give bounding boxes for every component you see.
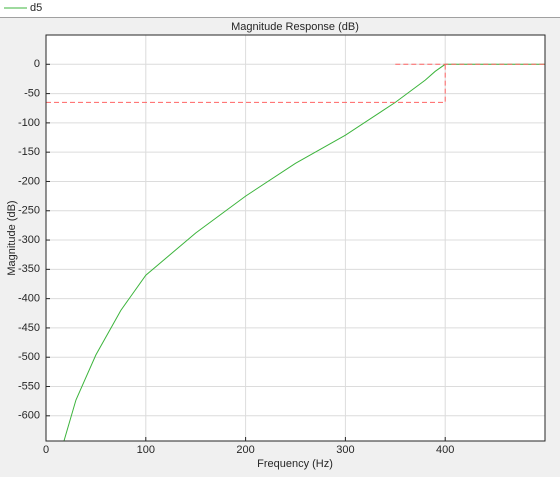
y-tick-label: -500 xyxy=(18,351,40,363)
y-tick-label: -550 xyxy=(18,380,40,392)
y-tick-label: -200 xyxy=(18,175,40,187)
mask-line xyxy=(46,63,545,103)
y-tick-label: -400 xyxy=(18,293,40,305)
legend-label: d5 xyxy=(30,2,42,14)
plot-area xyxy=(46,35,545,441)
y-tick-label: 0 xyxy=(34,58,40,70)
x-axis-label: Frequency (Hz) xyxy=(257,458,333,470)
y-tick-label: -600 xyxy=(18,410,40,422)
y-tick-label: -50 xyxy=(24,87,40,99)
y-tick-label: -250 xyxy=(18,205,40,217)
y-tick-label: -150 xyxy=(18,146,40,158)
y-tick-label: -300 xyxy=(18,234,40,246)
legend-bar xyxy=(0,0,560,17)
y-tick-label: -450 xyxy=(18,322,40,334)
x-tick-label: 200 xyxy=(236,444,254,456)
y-tick-label: -350 xyxy=(18,263,40,275)
axes-box xyxy=(45,34,546,442)
x-tick-label: 300 xyxy=(336,444,354,456)
data-line xyxy=(63,63,545,441)
chart-title: Magnitude Response (dB) xyxy=(231,21,359,33)
x-tick-label: 400 xyxy=(436,444,454,456)
x-tick-label: 100 xyxy=(137,444,155,456)
y-axis-label: Magnitude (dB) xyxy=(6,200,18,275)
y-tick-label: -100 xyxy=(18,117,40,129)
x-tick-label: 0 xyxy=(43,444,49,456)
